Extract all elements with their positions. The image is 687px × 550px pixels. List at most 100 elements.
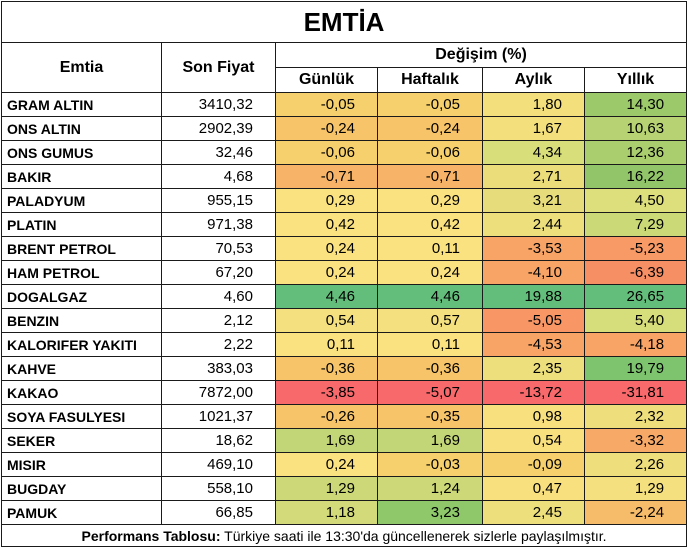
monthly-change: 2,71: [482, 164, 585, 189]
daily-change: 0,42: [275, 212, 378, 237]
footer-text: Türkiye saati ile 13:30'da güncellenerek…: [220, 527, 607, 544]
daily-change: 1,18: [275, 500, 378, 525]
weekly-change: 0,29: [377, 188, 483, 213]
daily-change: -0,71: [275, 164, 378, 189]
header-yearly: Yıllık: [583, 67, 687, 93]
weekly-change: -0,24: [377, 116, 483, 141]
yearly-change: -6,39: [583, 260, 687, 285]
header-monthly: Aylık: [482, 67, 585, 93]
daily-change: 0,54: [275, 308, 378, 333]
commodity-name: DOGALGAZ: [1, 284, 162, 309]
monthly-change: 2,35: [482, 356, 585, 381]
table-row: SOYA FASULYESI 1021,37 -0,26 -0,35 0,98 2,32: [1, 404, 687, 429]
weekly-change: -0,71: [377, 164, 483, 189]
table-row: HAM PETROL 67,20 0,24 0,24 -4,10 -6,39: [1, 260, 687, 285]
last-price: 4,68: [161, 164, 276, 189]
daily-change: -0,05: [275, 92, 378, 117]
commodity-name: KAHVE: [1, 356, 162, 381]
header-commodity: Emtia: [1, 42, 162, 93]
last-price: 67,20: [161, 260, 276, 285]
daily-change: 0,24: [275, 260, 378, 285]
monthly-change: 1,67: [482, 116, 585, 141]
table-row: KALORIFER YAKITI 2,22 0,11 0,11 -4,53 -4,18: [1, 332, 687, 357]
last-price: 18,62: [161, 428, 276, 453]
yearly-change: -3,32: [583, 428, 687, 453]
table-row: DOGALGAZ 4,60 4,46 4,46 19,88 26,65: [1, 284, 687, 309]
commodity-name: SOYA FASULYESI: [1, 404, 162, 429]
daily-change: 0,29: [275, 188, 378, 213]
table-row: KAKAO 7872,00 -3,85 -5,07 -13,72 -31,81: [1, 380, 687, 405]
commodity-name: GRAM ALTIN: [1, 92, 162, 117]
last-price: 2,22: [161, 332, 276, 357]
last-price: 383,03: [161, 356, 276, 381]
table-footer: Performans Tablosu: Türkiye saati ile 13…: [0, 524, 687, 547]
commodity-name: HAM PETROL: [1, 260, 162, 285]
table-row: MISIR 469,10 0,24 -0,03 -0,09 2,26: [1, 452, 687, 477]
table-row: ONS GUMUS 32,46 -0,06 -0,06 4,34 12,36: [1, 140, 687, 165]
table-row: ONS ALTIN 2902,39 -0,24 -0,24 1,67 10,63: [1, 116, 687, 141]
commodity-name: MISIR: [1, 452, 162, 477]
table-row: BAKIR 4,68 -0,71 -0,71 2,71 16,22: [1, 164, 687, 189]
last-price: 955,15: [161, 188, 276, 213]
weekly-change: 1,24: [377, 476, 483, 501]
commodity-name: KALORIFER YAKITI: [1, 332, 162, 357]
table-row: SEKER 18,62 1,69 1,69 0,54 -3,32: [1, 428, 687, 453]
daily-change: -0,36: [275, 356, 378, 381]
table-title: EMTİA: [0, 1, 687, 43]
daily-change: -0,06: [275, 140, 378, 165]
monthly-change: 3,21: [482, 188, 585, 213]
weekly-change: -5,07: [377, 380, 483, 405]
yearly-change: 19,79: [583, 356, 687, 381]
daily-change: 4,46: [275, 284, 378, 309]
table-row: BENZIN 2,12 0,54 0,57 -5,05 5,40: [1, 308, 687, 333]
last-price: 7872,00: [161, 380, 276, 405]
last-price: 4,60: [161, 284, 276, 309]
commodity-name: ONS GUMUS: [1, 140, 162, 165]
last-price: 32,46: [161, 140, 276, 165]
monthly-change: -0,09: [482, 452, 585, 477]
last-price: 1021,37: [161, 404, 276, 429]
last-price: 70,53: [161, 236, 276, 261]
yearly-change: 16,22: [583, 164, 687, 189]
daily-change: 1,69: [275, 428, 378, 453]
daily-change: 0,24: [275, 236, 378, 261]
monthly-change: 0,54: [482, 428, 585, 453]
monthly-change: 4,34: [482, 140, 585, 165]
last-price: 2902,39: [161, 116, 276, 141]
commodity-name: BAKIR: [1, 164, 162, 189]
footer-label: Performans Tablosu:: [81, 527, 221, 544]
yearly-change: 12,36: [583, 140, 687, 165]
weekly-change: 4,46: [377, 284, 483, 309]
last-price: 558,10: [161, 476, 276, 501]
weekly-change: 0,11: [377, 236, 483, 261]
monthly-change: 0,47: [482, 476, 585, 501]
commodity-name: BUGDAY: [1, 476, 162, 501]
daily-change: 1,29: [275, 476, 378, 501]
weekly-change: -0,03: [377, 452, 483, 477]
last-price: 3410,32: [161, 92, 276, 117]
yearly-change: -5,23: [583, 236, 687, 261]
header-weekly: Haftalık: [377, 67, 483, 93]
monthly-change: 19,88: [482, 284, 585, 309]
monthly-change: -4,53: [482, 332, 585, 357]
last-price: 66,85: [161, 500, 276, 525]
yearly-change: 2,32: [583, 404, 687, 429]
yearly-change: 5,40: [583, 308, 687, 333]
commodity-name: PLATIN: [1, 212, 162, 237]
daily-change: 0,11: [275, 332, 378, 357]
weekly-change: 3,23: [377, 500, 483, 525]
last-price: 971,38: [161, 212, 276, 237]
monthly-change: 2,45: [482, 500, 585, 525]
table-row: KAHVE 383,03 -0,36 -0,36 2,35 19,79: [1, 356, 687, 381]
weekly-change: -0,36: [377, 356, 483, 381]
monthly-change: -13,72: [482, 380, 585, 405]
weekly-change: -0,35: [377, 404, 483, 429]
yearly-change: -2,24: [583, 500, 687, 525]
yearly-change: 2,26: [583, 452, 687, 477]
table-row: BUGDAY 558,10 1,29 1,24 0,47 1,29: [1, 476, 687, 501]
daily-change: -0,24: [275, 116, 378, 141]
yearly-change: -4,18: [583, 332, 687, 357]
weekly-change: -0,06: [377, 140, 483, 165]
